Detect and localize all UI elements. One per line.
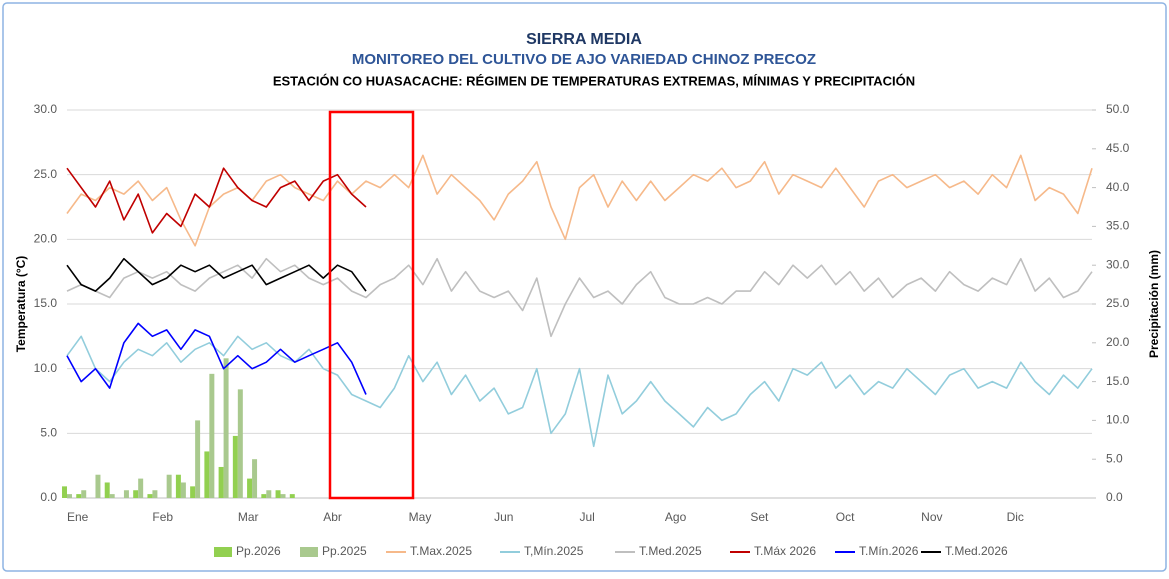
bars — [62, 358, 295, 498]
bar — [261, 494, 267, 498]
bar — [252, 459, 258, 498]
bar — [232, 435, 238, 498]
y-tick-label: 10.0 — [34, 361, 58, 375]
bar — [104, 482, 110, 498]
bar — [123, 490, 129, 498]
y-tick-label: 20.0 — [34, 232, 58, 246]
bar — [275, 490, 281, 498]
bar — [266, 490, 272, 498]
legend-swatch — [214, 547, 232, 557]
line-series — [66, 167, 367, 234]
bar — [247, 478, 253, 498]
bar — [133, 490, 139, 498]
x-tick-label: Mar — [238, 510, 259, 524]
y2-tick-label: 15.0 — [1106, 374, 1130, 388]
x-tick-label: Ago — [665, 510, 687, 524]
x-tick-label: Feb — [152, 510, 173, 524]
bar — [289, 494, 295, 498]
bar — [218, 466, 224, 498]
bar — [152, 490, 158, 498]
line-series — [66, 335, 1093, 448]
y2-tick-label: 50.0 — [1106, 102, 1130, 116]
y-tick-label: 15.0 — [34, 296, 58, 310]
highlight-box — [328, 110, 415, 500]
x-tick-label: Dic — [1007, 510, 1024, 524]
bar — [180, 482, 186, 498]
bar — [147, 494, 153, 498]
chart-subtitle: MONITOREO DEL CULTIVO DE AJO VARIEDAD CH… — [352, 51, 816, 68]
y-tick-label: 25.0 — [34, 167, 58, 181]
x-tick-label: May — [409, 510, 432, 524]
x-tick-label: Ene — [67, 510, 89, 524]
legend-label: T.Mín.2026 — [859, 544, 919, 558]
bar — [223, 358, 229, 498]
x-tick-label: Oct — [836, 510, 855, 524]
bar — [67, 494, 72, 498]
x-tick-label: Abr — [323, 510, 342, 524]
y-tick-label: 30.0 — [34, 102, 58, 116]
y-tick-label: 5.0 — [40, 426, 57, 440]
line-series — [66, 257, 1093, 338]
y2-tick-label: 5.0 — [1106, 451, 1123, 465]
bar — [204, 451, 210, 498]
y2-tick-label: 0.0 — [1106, 490, 1123, 504]
labels: 0.0 5.0 10.0 15.0 20.0 25.0 30.0 0.0 5.0 10.0 15.0… — [34, 102, 1130, 558]
chart-title: SIERRA MEDIA — [526, 31, 642, 48]
bar — [166, 474, 172, 498]
y2-axis-label: Precipitación (mm) — [1147, 250, 1161, 358]
legend-label: T.Máx 2026 — [754, 544, 816, 558]
legend-label: T.Max.2025 — [410, 544, 472, 558]
x-tick-label: Jun — [494, 510, 513, 524]
bar — [175, 474, 181, 498]
y2-tick-label: 40.0 — [1106, 180, 1130, 194]
x-tick-label: Jul — [580, 510, 595, 524]
bar — [237, 389, 243, 498]
bar — [280, 494, 286, 498]
bar — [190, 486, 196, 498]
line-series — [66, 257, 367, 292]
bar — [76, 494, 82, 498]
x-tick-label: Set — [750, 510, 769, 524]
legend-label: Pp.2025 — [322, 544, 367, 558]
chart-subtitle: ESTACIÓN CO HUASACACHE: RÉGIMEN DE TEMPE… — [273, 73, 915, 88]
y2-tick-label: 25.0 — [1106, 296, 1130, 310]
y-tick-label: 0.0 — [40, 490, 57, 504]
bar — [195, 420, 201, 498]
bar — [81, 490, 87, 498]
legend-swatch — [300, 547, 318, 557]
bar — [209, 373, 215, 498]
x-tick-label: Nov — [921, 510, 942, 524]
y2-tick-label: 30.0 — [1106, 257, 1130, 271]
lines — [66, 154, 1093, 448]
legend-label: T,Mín.2025 — [524, 544, 584, 558]
bar — [138, 478, 144, 498]
y-axis-label: Temperatura (°C) — [14, 256, 28, 353]
line-series — [66, 322, 367, 395]
y2-tick-label: 45.0 — [1106, 141, 1130, 155]
legend-label: T.Med.2026 — [945, 544, 1008, 558]
bar — [95, 474, 101, 498]
legend-label: Pp.2026 — [236, 544, 281, 558]
bar — [62, 486, 67, 498]
legend-label: T.Med.2025 — [639, 544, 702, 558]
bar — [109, 494, 115, 498]
y2-tick-label: 20.0 — [1106, 335, 1130, 349]
y2-tick-label: 35.0 — [1106, 219, 1130, 233]
y2-tick-label: 10.0 — [1106, 413, 1130, 427]
